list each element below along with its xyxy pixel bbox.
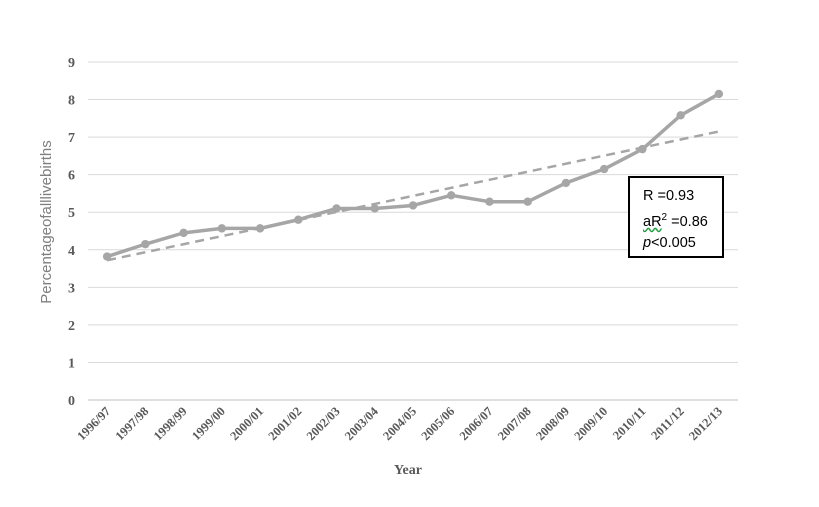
x-tick-label: 2012/13 [686, 404, 725, 443]
data-point [332, 204, 341, 213]
y-tick-label: 0 [68, 394, 75, 409]
series-layer [102, 89, 724, 261]
data-point [638, 144, 647, 154]
data-point [217, 224, 227, 233]
y-tick-label: 3 [68, 281, 75, 296]
stats-annotation-box: R =0.93 aR2 =0.86 p<0.005 [628, 176, 724, 258]
x-axis-title: Year [394, 463, 422, 478]
x-tick-label: 1996/97 [74, 404, 113, 443]
x-tick-label: 2010/11 [610, 404, 648, 442]
gridlines [88, 61, 738, 401]
data-point [676, 111, 685, 120]
ar2-value: =0.86 [667, 213, 708, 230]
x-tick-label: 2001/02 [266, 404, 305, 443]
data-point [485, 197, 494, 206]
p-symbol: p [643, 234, 652, 251]
x-tick-label: 1997/98 [113, 404, 152, 443]
x-tick-label: 2005/06 [418, 404, 457, 443]
data-point [294, 215, 303, 224]
data-point [255, 224, 265, 233]
y-tick-label: 9 [68, 56, 75, 71]
adjusted-r-squared: aR2 =0.86 [643, 207, 722, 233]
y-tick-label: 5 [68, 206, 75, 221]
x-axis-ticks: 1996/97 1997/98 1998/99 1999/00 2000/01 2001/… [74, 404, 725, 443]
x-tick-label: 2009/10 [571, 404, 610, 443]
p-threshold: <0.005 [651, 234, 696, 251]
y-axis-ticks: 0 1 2 3 4 5 6 7 8 9 [68, 56, 75, 409]
data-point [141, 239, 150, 249]
y-axis-title: Percentageofalllivebirths [38, 140, 55, 303]
ar2-superscript: 2 [661, 212, 668, 223]
y-tick-label: 7 [68, 131, 75, 146]
p-value: p<0.005 [643, 233, 722, 254]
y-tick-label: 8 [68, 94, 75, 109]
data-point [561, 178, 571, 188]
data-point [523, 197, 532, 206]
y-tick-label: 4 [68, 244, 75, 259]
x-tick-label: 2004/05 [380, 404, 419, 443]
r-value: R =0.93 [643, 188, 695, 204]
x-tick-label: 2002/03 [304, 404, 343, 443]
y-tick-label: 2 [68, 319, 75, 334]
ar2-prefix: aR [643, 213, 662, 230]
data-point [408, 201, 418, 210]
y-tick-label: 6 [68, 169, 75, 184]
data-point [599, 164, 609, 174]
x-tick-label: 1998/99 [151, 404, 190, 443]
data-point [714, 89, 724, 99]
y-tick-label: 1 [68, 356, 75, 371]
x-tick-label: 2008/09 [533, 404, 572, 443]
data-point [447, 191, 456, 200]
x-tick-label: 1999/00 [189, 404, 228, 443]
data-point [370, 204, 379, 213]
data-point [179, 228, 188, 238]
x-tick-label: 2003/04 [342, 404, 381, 443]
x-tick-label: 2006/07 [457, 404, 496, 443]
x-tick-label: 2000/01 [227, 404, 266, 443]
x-tick-label: 2007/08 [495, 404, 534, 443]
x-tick-label: 2011/12 [648, 404, 686, 442]
data-point [102, 252, 112, 261]
